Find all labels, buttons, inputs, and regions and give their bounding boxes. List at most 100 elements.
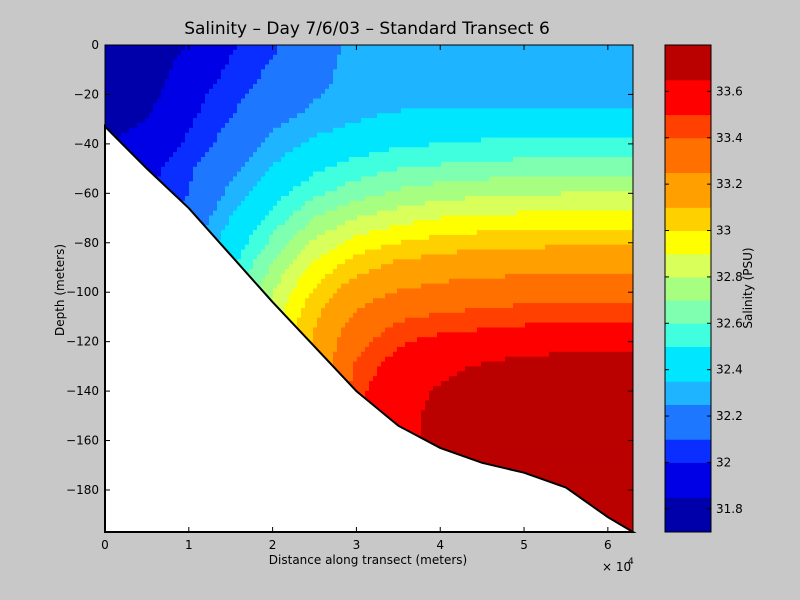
heat-cell [565,88,570,95]
heat-cell [245,171,250,178]
heat-cell [597,93,602,100]
heat-cell [217,103,222,109]
heat-cell [261,64,266,70]
heat-cell [121,132,126,139]
heat-cell [581,132,586,139]
heat-cell [233,200,238,207]
heat-cell [417,88,422,95]
heat-cell [265,83,270,90]
heat-cell [297,225,302,231]
heat-cell [173,49,178,56]
heat-cell [445,171,450,178]
heat-cell [537,103,542,109]
heat-cell [501,171,506,178]
heat-cell [569,64,574,70]
heat-cell [181,113,186,119]
heat-cell [217,176,222,182]
heat-cell [533,118,538,124]
heat-cell [353,132,358,139]
heat-cell [517,137,522,143]
heat-cell [529,142,534,148]
heat-cell [189,137,194,143]
heat-cell [329,132,334,139]
heat-cell [477,59,482,66]
heat-cell [409,49,414,56]
heat-cell [425,147,430,153]
heat-cell [537,152,542,158]
heat-cell [441,152,446,158]
heat-cell [381,157,386,163]
heat-cell [149,74,154,80]
heat-cell [145,127,150,134]
heat-cell [329,166,334,173]
heat-cell [513,88,518,95]
heat-cell [213,74,218,80]
heat-cell [313,210,318,217]
heat-cell [525,176,530,182]
heat-cell [197,122,202,129]
heat-cell [229,49,234,56]
heat-cell [281,98,286,105]
heat-cell [465,74,470,80]
heat-cell [261,157,266,163]
heat-cell [117,49,122,56]
heat-cell [225,93,230,100]
heat-cell [481,59,486,66]
heat-cell [493,157,498,163]
heat-cell [449,118,454,124]
heat-cell [585,171,590,178]
heat-cell [137,137,142,143]
heat-cell [205,200,210,207]
heat-cell [309,54,314,61]
heat-cell [305,113,310,119]
heat-cell [537,191,542,197]
heat-cell [201,210,206,217]
heat-cell [513,74,518,80]
heat-cell [545,69,550,75]
heat-cell [369,118,374,124]
heat-cell [373,186,378,192]
heat-cell [173,186,178,192]
heat-cell [161,79,166,85]
heat-cell [217,59,222,66]
heat-cell [241,83,246,90]
heat-cell [625,191,630,197]
heat-cell [465,118,470,124]
heat-cell [389,200,394,207]
heat-cell [461,176,466,182]
heat-cell [533,166,538,173]
heat-cell [425,103,430,109]
heat-cell [577,88,582,95]
heat-cell [521,205,526,212]
heat-cell [621,166,626,173]
heat-cell [601,103,606,109]
heat-cell [201,103,206,109]
heat-cell [349,205,354,212]
heat-cell [265,79,270,85]
heat-cell [233,137,238,143]
heat-cell [361,122,366,129]
heat-cell [357,181,362,187]
heat-cell [545,49,550,56]
heat-cell [405,93,410,100]
heat-cell [385,113,390,119]
heat-cell [469,88,474,95]
heat-cell [301,205,306,212]
heat-cell [365,186,370,192]
heat-cell [577,147,582,153]
heat-cell [265,118,270,124]
heat-cell [609,79,614,85]
heat-cell [413,200,418,207]
heat-cell [241,220,246,226]
heat-cell [405,186,410,192]
heat-cell [197,54,202,61]
heat-cell [585,69,590,75]
heat-cell [549,45,554,51]
heat-cell [489,49,494,56]
heat-cell [177,45,182,51]
heat-cell [273,181,278,187]
heat-cell [133,54,138,61]
heat-cell [353,113,358,119]
heat-cell [349,69,354,75]
heat-cell [341,127,346,134]
